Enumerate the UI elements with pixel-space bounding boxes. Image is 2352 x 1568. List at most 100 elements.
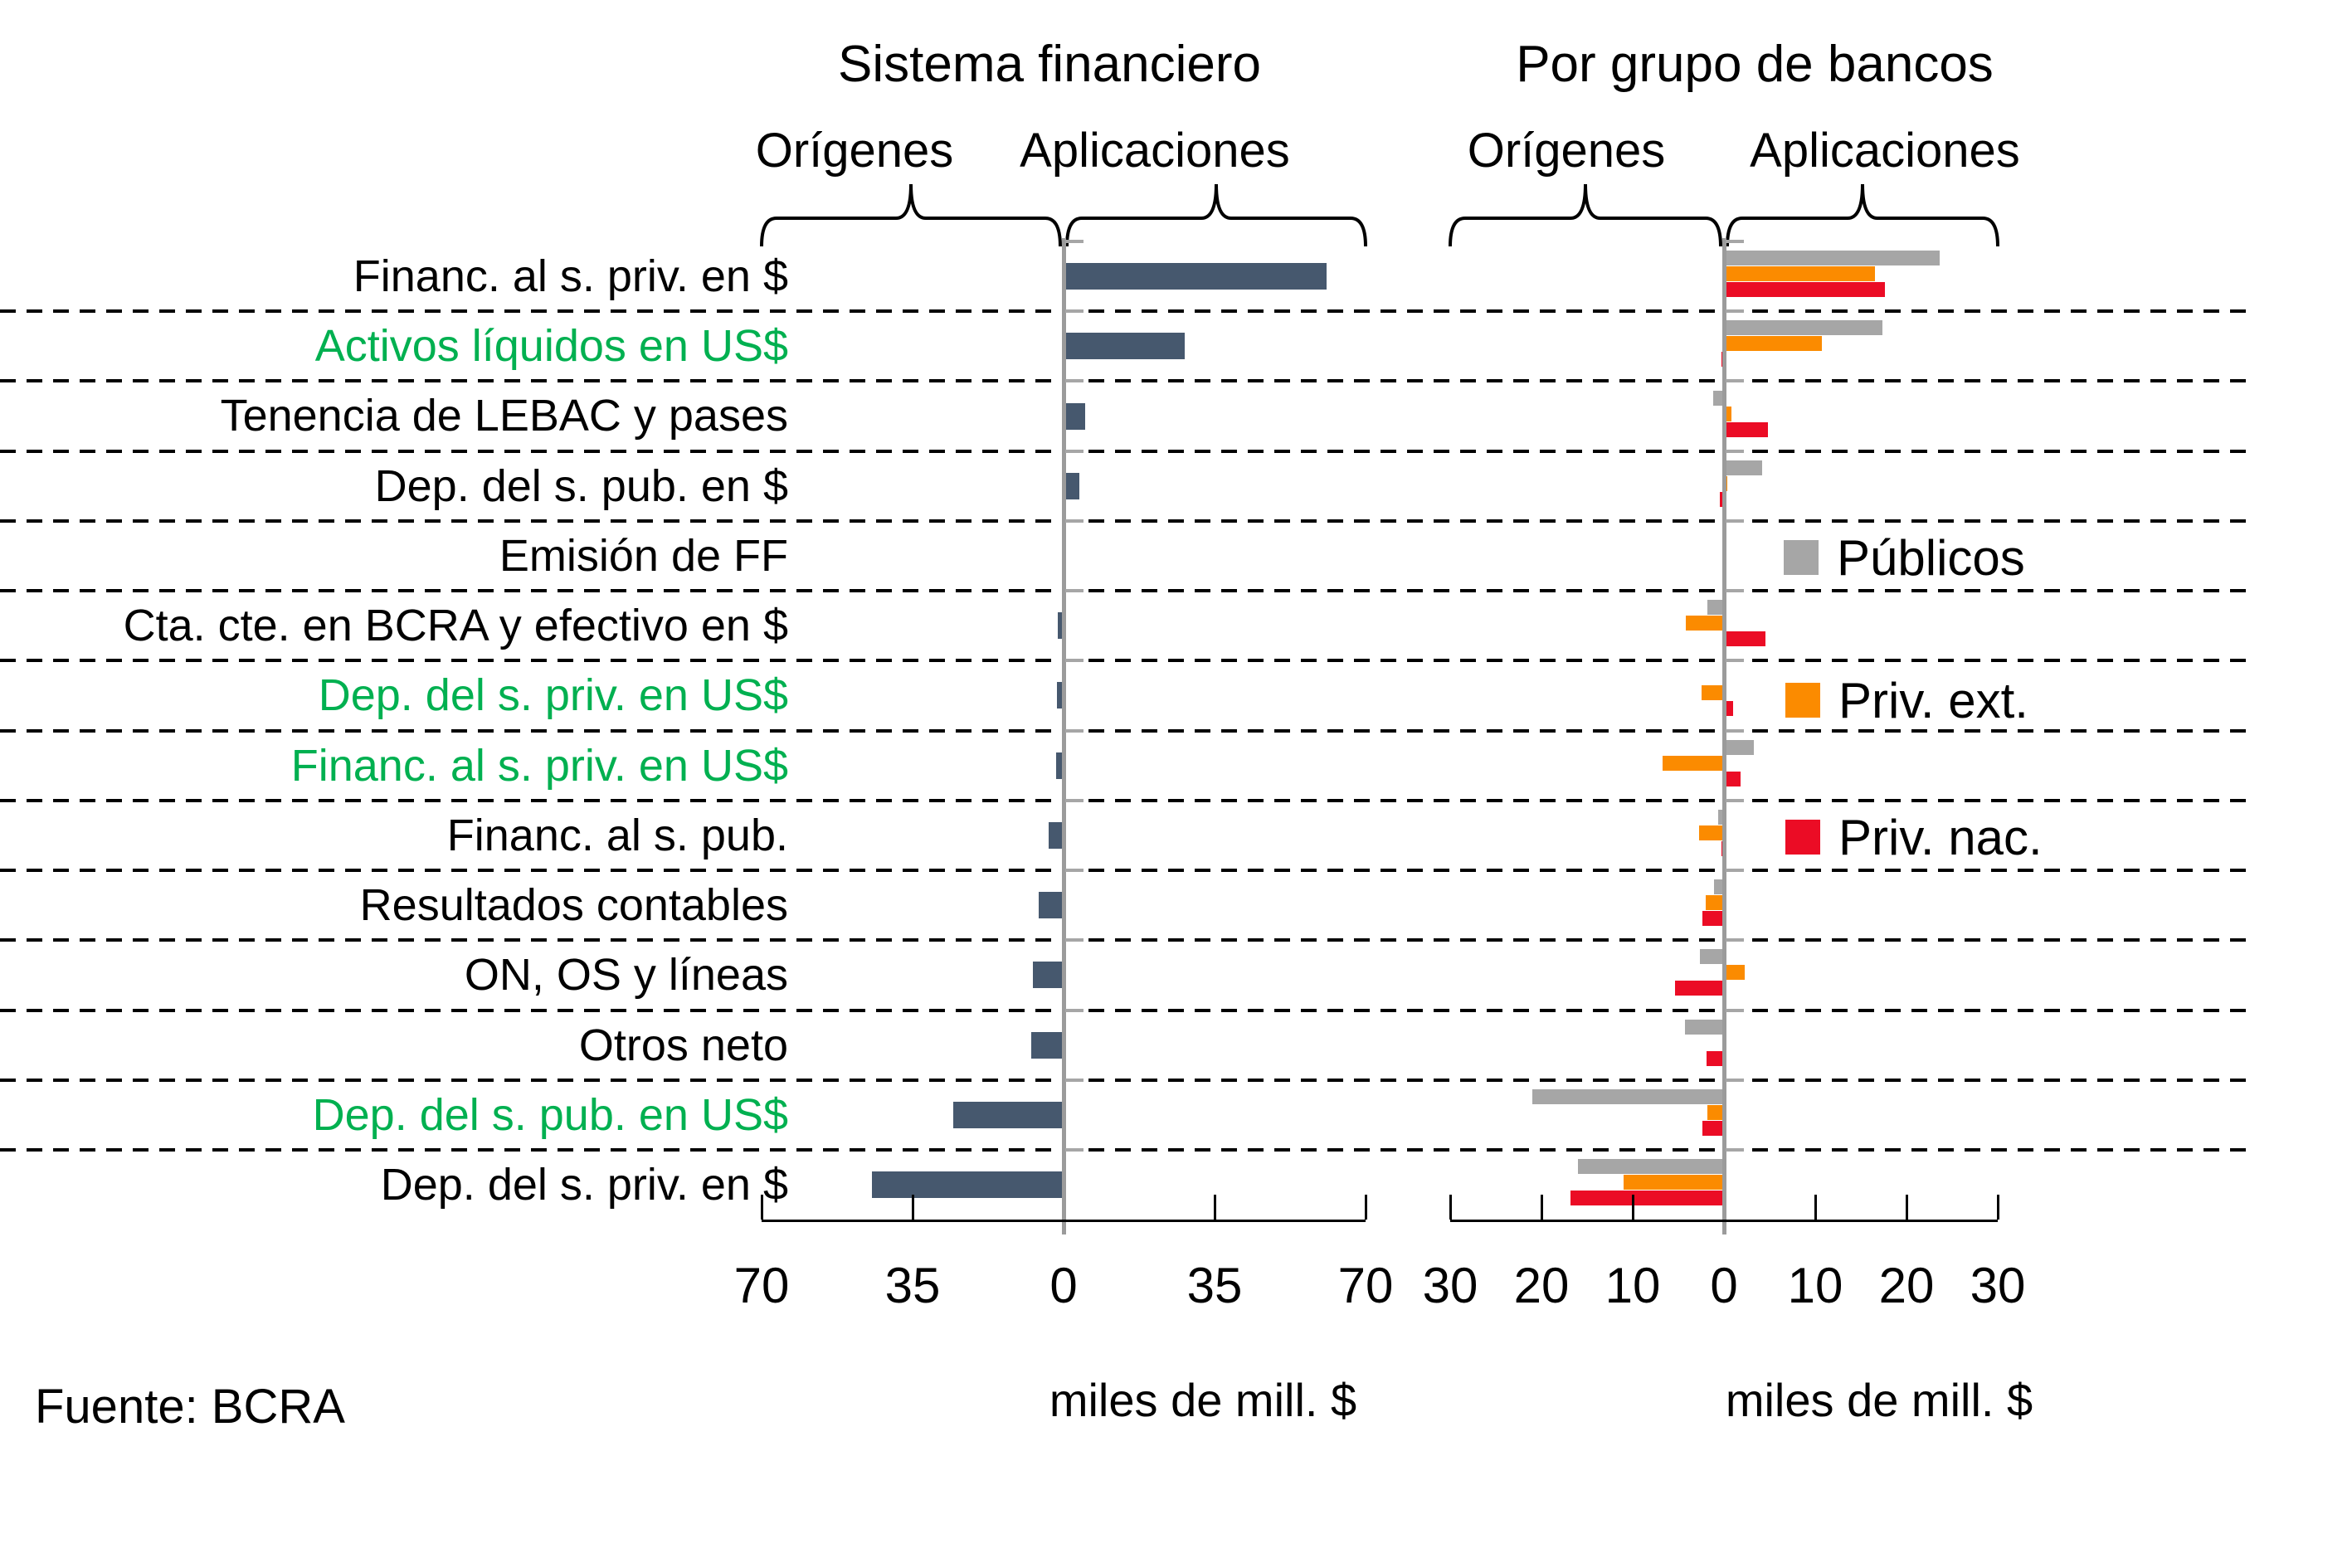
legend-label-publicos: Públicos bbox=[1837, 529, 2025, 586]
bar bbox=[1724, 320, 1883, 336]
category-tick bbox=[1726, 309, 1744, 314]
category-label: Otros neto bbox=[578, 1020, 788, 1070]
left-chart-aplicaciones-label: Aplicaciones bbox=[1020, 124, 1290, 178]
category-label: Dep. del s. pub. en US$ bbox=[312, 1089, 788, 1140]
category-tick bbox=[1065, 728, 1083, 733]
bar bbox=[1532, 1088, 1724, 1104]
axis-tick bbox=[1365, 1195, 1367, 1220]
legend-entry-priv-ext: Priv. ext. bbox=[1785, 673, 2028, 728]
right-chart-aplicaciones-label: Aplicaciones bbox=[1750, 124, 2020, 178]
bar bbox=[1713, 879, 1724, 895]
axis-tick-label: 70 bbox=[733, 1258, 790, 1313]
category-label: Tenencia de LEBAC y pases bbox=[220, 391, 788, 441]
bar bbox=[1719, 491, 1724, 507]
bar bbox=[1056, 752, 1064, 779]
category-tick bbox=[1726, 1008, 1744, 1012]
source-note: Fuente: BCRA bbox=[35, 1380, 345, 1434]
bar bbox=[1033, 962, 1064, 989]
axis-tick-label: 35 bbox=[1186, 1258, 1243, 1313]
category-tick bbox=[1726, 589, 1744, 593]
category-tick bbox=[1065, 1078, 1083, 1082]
right-x-axis-label: miles de mill. $ bbox=[1725, 1374, 2033, 1426]
bar bbox=[1064, 472, 1080, 499]
row-separator bbox=[0, 659, 2250, 663]
category-tick bbox=[1065, 869, 1083, 873]
category-tick bbox=[1726, 869, 1744, 873]
category-label: Cta. cte. en BCRA y efectivo en $ bbox=[123, 601, 788, 651]
legend-label-priv-ext: Priv. ext. bbox=[1838, 672, 2028, 728]
legend-label-priv-nac: Priv. nac. bbox=[1838, 809, 2043, 865]
bar bbox=[1724, 631, 1765, 647]
bar bbox=[1724, 771, 1741, 786]
bar bbox=[871, 1171, 1064, 1199]
bar bbox=[1712, 390, 1724, 406]
bar bbox=[1724, 460, 1763, 475]
left-chart-title: Sistema financiero bbox=[837, 36, 1262, 93]
legend-entry-publicos: Públicos bbox=[1784, 530, 2025, 586]
left-x-axis-label: miles de mill. $ bbox=[1049, 1374, 1357, 1426]
category-tick bbox=[1065, 309, 1083, 314]
bar bbox=[1578, 1159, 1724, 1175]
row-separator bbox=[0, 449, 2250, 453]
category-tick bbox=[1726, 798, 1744, 802]
category-tick bbox=[1065, 659, 1083, 663]
bar bbox=[1724, 965, 1746, 981]
bar bbox=[1700, 949, 1724, 965]
publicos-swatch-icon bbox=[1784, 540, 1819, 575]
bar bbox=[1724, 282, 1885, 298]
bar bbox=[1057, 682, 1064, 709]
category-tick bbox=[1726, 659, 1744, 663]
category-tick bbox=[1065, 1008, 1083, 1012]
row-separator bbox=[0, 589, 2250, 593]
bar bbox=[1724, 406, 1731, 421]
bar bbox=[1038, 892, 1064, 919]
axis-tick bbox=[1814, 1195, 1817, 1220]
bar bbox=[953, 1101, 1064, 1128]
bar bbox=[1701, 685, 1724, 701]
category-tick bbox=[1726, 379, 1744, 383]
axis-tick-label: 10 bbox=[1787, 1258, 1843, 1313]
category-label: Financ. al s. priv. en $ bbox=[353, 251, 788, 301]
axis-tick-label: 30 bbox=[1970, 1258, 2026, 1313]
bar bbox=[1570, 1191, 1724, 1206]
bar bbox=[1064, 333, 1185, 360]
axis-tick bbox=[1906, 1195, 1908, 1220]
axis-tick bbox=[1214, 1195, 1216, 1220]
category-tick bbox=[1065, 379, 1083, 383]
axis-tick-label: 0 bbox=[1049, 1258, 1078, 1313]
group-brace bbox=[1065, 183, 1367, 247]
group-brace bbox=[760, 183, 1062, 247]
row-separator bbox=[0, 1078, 2250, 1082]
right-chart-origenes-label: Orígenes bbox=[1467, 124, 1666, 178]
axis-tick bbox=[761, 1195, 763, 1220]
category-tick bbox=[1726, 240, 1744, 243]
priv-ext-swatch-icon bbox=[1785, 683, 1820, 718]
axis-tick-label: 70 bbox=[1337, 1258, 1394, 1313]
bar bbox=[1707, 600, 1724, 616]
row-separator bbox=[0, 519, 2250, 523]
category-tick bbox=[1065, 798, 1083, 802]
zero-axis-line bbox=[1062, 238, 1066, 1234]
left-chart-origenes-label: Orígenes bbox=[755, 124, 954, 178]
category-tick bbox=[1065, 519, 1083, 523]
row-separator bbox=[0, 728, 2250, 733]
bar bbox=[1724, 336, 1822, 352]
category-label: Emisión de FF bbox=[499, 530, 788, 581]
bar bbox=[1684, 1019, 1724, 1035]
bar bbox=[1624, 1175, 1724, 1191]
category-label: Financ. al s. priv. en US$ bbox=[290, 740, 788, 791]
group-brace bbox=[1726, 183, 1999, 247]
bar bbox=[1058, 612, 1064, 640]
category-tick bbox=[1065, 938, 1083, 942]
bar bbox=[1064, 402, 1085, 430]
bar bbox=[1724, 739, 1755, 755]
group-brace bbox=[1449, 183, 1722, 247]
row-separator bbox=[0, 938, 2250, 942]
bar bbox=[1064, 263, 1327, 290]
bar bbox=[1707, 1050, 1724, 1066]
priv-nac-swatch-icon bbox=[1785, 820, 1820, 855]
bar bbox=[1685, 616, 1724, 631]
bar bbox=[1718, 809, 1724, 825]
bar bbox=[1049, 821, 1064, 849]
